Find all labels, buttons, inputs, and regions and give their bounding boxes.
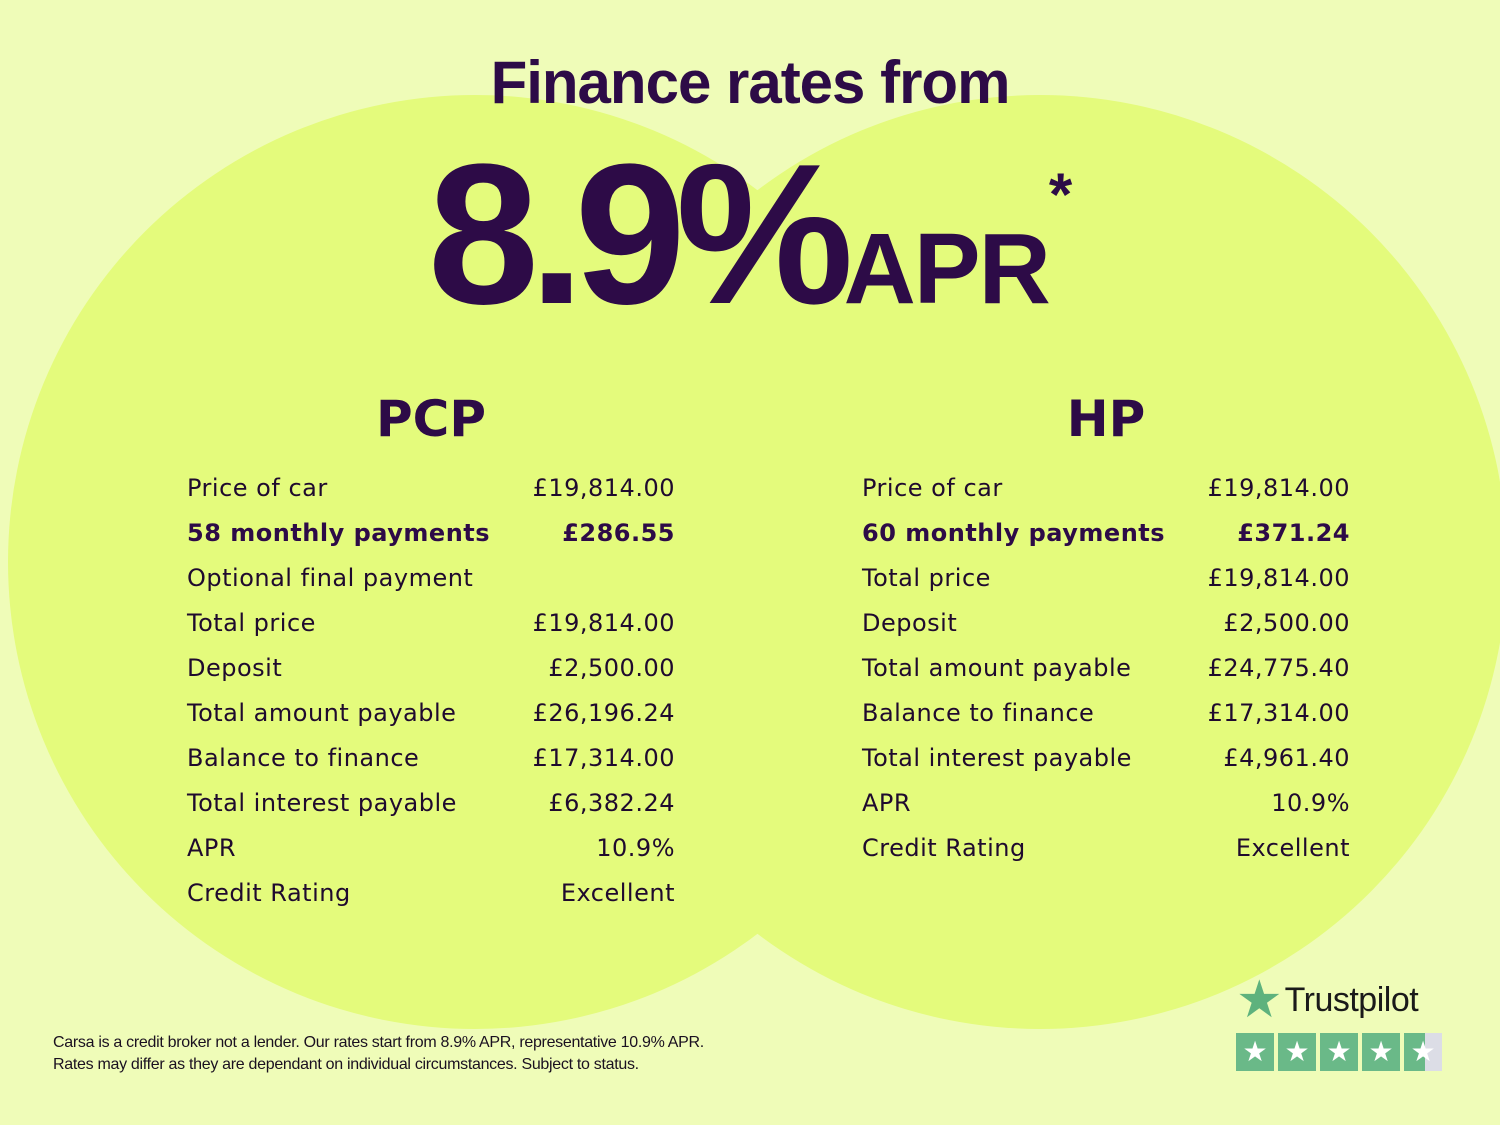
row-label: Total interest payable [187, 789, 457, 817]
pcp-table: PCP Price of car £19,814.00 58 monthly pay… [187, 390, 675, 924]
row-value: £6,382.24 [548, 789, 675, 817]
rate-suffix: APR [843, 213, 1051, 325]
trustpilot-logo: ★ Trustpilot [1236, 970, 1446, 1030]
star-icon: ★ [1362, 1033, 1400, 1071]
row-label: Total price [862, 564, 991, 592]
row-value: £17,314.00 [1207, 699, 1350, 727]
asterisk: * [1048, 161, 1073, 228]
row-value: £371.24 [1237, 519, 1350, 547]
table-row: Total price £19,814.00 [187, 609, 675, 654]
table-row: Optional final payment [187, 564, 675, 609]
row-value: £19,814.00 [1207, 474, 1350, 502]
star-icon: ★ [1278, 1033, 1316, 1071]
table-row: Price of car £19,814.00 [187, 474, 675, 519]
star-icon: ★ [1404, 1033, 1442, 1071]
row-label: Total interest payable [862, 744, 1132, 772]
disclaimer-line-1: Carsa is a credit broker not a lender. O… [53, 1034, 704, 1051]
table-row: Total interest payable £6,382.24 [187, 789, 675, 834]
background-circle-right [573, 95, 1500, 1029]
table-row: APR 10.9% [187, 834, 675, 879]
row-label: APR [187, 834, 237, 862]
star-icon: ★ [1320, 1033, 1358, 1071]
disclaimer: Carsa is a credit broker not a lender. O… [53, 1032, 704, 1076]
table-row: Price of car £19,814.00 [862, 474, 1350, 519]
row-value: £286.55 [562, 519, 675, 547]
row-value: £17,314.00 [532, 744, 675, 772]
table-row: APR 10.9% [862, 789, 1350, 834]
row-label: Total amount payable [187, 699, 457, 727]
row-label: Deposit [862, 609, 958, 637]
headline: Finance rates from [490, 49, 1011, 116]
trustpilot-rating: ★ ★ ★ ★ ★ [1236, 1033, 1446, 1071]
row-label: 58 monthly payments [187, 519, 491, 547]
row-value: 10.9% [596, 834, 675, 862]
table-row: Total amount payable £24,775.40 [862, 654, 1350, 699]
row-label: Price of car [862, 474, 1003, 502]
row-label: Balance to finance [862, 699, 1095, 727]
trustpilot-name: Trustpilot [1284, 980, 1419, 1019]
table-row: Balance to finance £17,314.00 [187, 744, 675, 789]
row-label: Credit Rating [862, 834, 1026, 862]
row-label: 60 monthly payments [862, 519, 1166, 547]
row-label: Total price [187, 609, 316, 637]
table-row: Total interest payable £4,961.40 [862, 744, 1350, 789]
row-value: £24,775.40 [1207, 654, 1350, 682]
row-label: Balance to finance [187, 744, 420, 772]
table-row: Balance to finance £17,314.00 [862, 699, 1350, 744]
row-value: £2,500.00 [548, 654, 675, 682]
table-row: Credit Rating Excellent [187, 879, 675, 924]
row-value: £19,814.00 [1207, 564, 1350, 592]
disclaimer-line-2: Rates may differ as they are dependant o… [53, 1056, 639, 1073]
table-row: Deposit £2,500.00 [187, 654, 675, 699]
row-value: £4,961.40 [1223, 744, 1350, 772]
row-label: Deposit [187, 654, 283, 682]
row-value: 10.9% [1271, 789, 1350, 817]
star-icon: ★ [1236, 970, 1283, 1030]
row-value: £19,814.00 [532, 474, 675, 502]
trustpilot-badge[interactable]: ★ Trustpilot ★ ★ ★ ★ ★ [1236, 970, 1446, 1071]
row-value: Excellent [1235, 834, 1350, 862]
row-value: £2,500.00 [1223, 609, 1350, 637]
hp-heading: HP [1066, 390, 1146, 448]
table-row: Deposit £2,500.00 [862, 609, 1350, 654]
row-label: Credit Rating [187, 879, 351, 907]
row-label: Total amount payable [862, 654, 1132, 682]
table-row: 60 monthly payments £371.24 [862, 519, 1350, 564]
table-row: Credit Rating Excellent [862, 834, 1350, 879]
table-row: Total price £19,814.00 [862, 564, 1350, 609]
row-label: Optional final payment [187, 564, 474, 592]
star-icon: ★ [1236, 1033, 1274, 1071]
rate-value: 8.9% [427, 123, 854, 346]
table-row: Total amount payable £26,196.24 [187, 699, 675, 744]
rate-display: 8.9%APR* [0, 120, 1500, 350]
row-value: Excellent [560, 879, 675, 907]
row-value: £26,196.24 [532, 699, 675, 727]
pcp-heading: PCP [376, 390, 486, 448]
table-row: 58 monthly payments £286.55 [187, 519, 675, 564]
row-value: £19,814.00 [532, 609, 675, 637]
hp-table: HP Price of car £19,814.00 60 monthly paym… [862, 390, 1350, 879]
row-label: APR [862, 789, 912, 817]
row-label: Price of car [187, 474, 328, 502]
